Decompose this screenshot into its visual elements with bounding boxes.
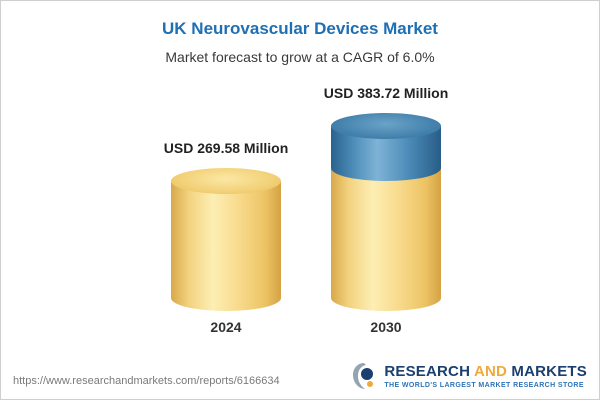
cylinder-body-2024 — [171, 181, 281, 311]
value-label-2030: USD 383.72 Million — [323, 85, 449, 101]
bar-2024 — [171, 168, 281, 311]
base-segment-2030 — [331, 168, 441, 311]
bar-group-2024: USD 269.58 Million — [164, 140, 288, 311]
category-label-2024: 2024 — [210, 319, 242, 335]
cylinder-top-2030 — [331, 113, 441, 139]
cylinder-top-2024 — [171, 168, 281, 194]
research-and-markets-logo: RESEARCH AND MARKETS THE WORLD'S LARGEST… — [351, 361, 587, 391]
logo-word-research: RESEARCH — [384, 363, 471, 380]
chart-subtitle: Market forecast to grow at a CAGR of 6.0… — [165, 49, 435, 65]
bar-2030 — [331, 113, 441, 311]
logo-word-markets: MARKETS — [511, 363, 587, 380]
category-label-2030: 2030 — [370, 319, 402, 335]
logo-mark-icon — [353, 363, 374, 389]
logo-word-and: AND — [473, 363, 508, 380]
logo-wordmark: RESEARCH AND MARKETS — [384, 363, 587, 380]
logo-tagline: THE WORLD'S LARGEST MARKET RESEARCH STOR… — [384, 382, 584, 389]
report-url: https://www.researchandmarkets.com/repor… — [13, 375, 280, 387]
logo-text: RESEARCH AND MARKETS THE WORLD'S LARGEST… — [384, 363, 587, 389]
bar-group-2030: USD 383.72 Million — [324, 85, 448, 311]
value-label-2024: USD 269.58 Million — [163, 140, 289, 156]
chart-title: UK Neurovascular Devices Market — [162, 19, 438, 38]
